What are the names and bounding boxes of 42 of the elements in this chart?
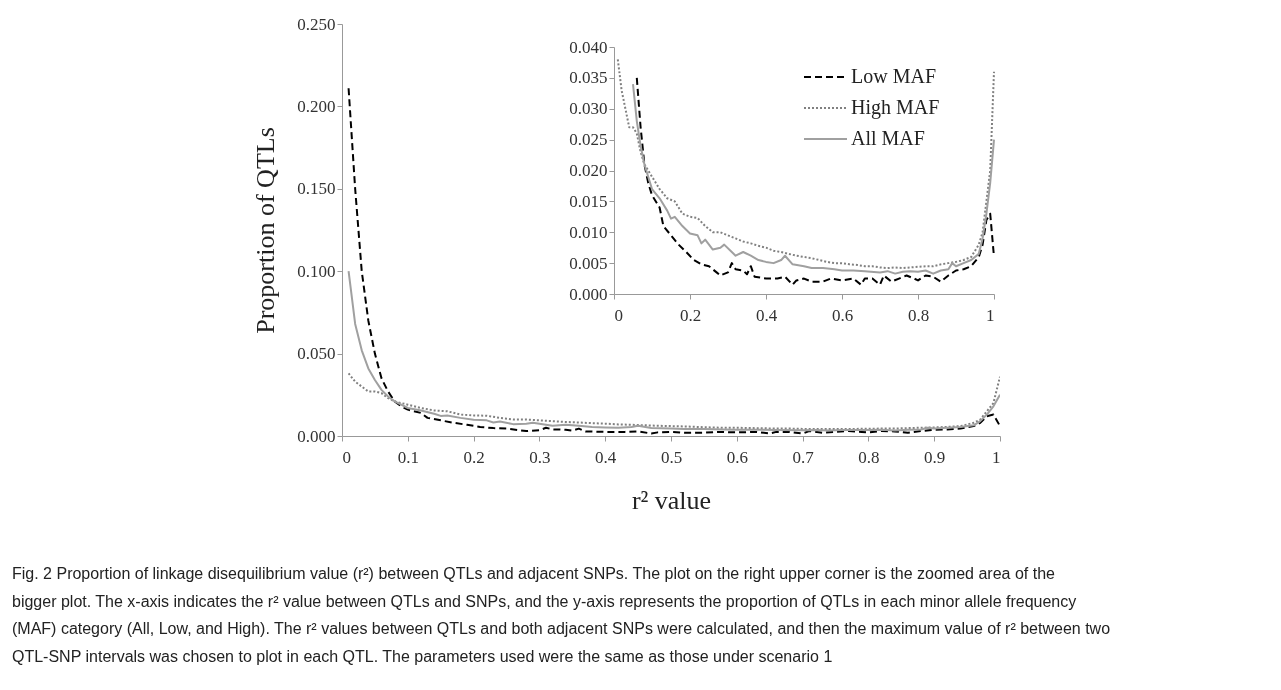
x-tick-label: 0.1 [397,447,419,467]
x-tick-label: 0.8 [907,305,930,325]
line-series [616,58,995,270]
y-tick-label: 0.035 [569,68,608,88]
y-tick-label: 0.040 [569,37,608,57]
x-tick-label: 0.2 [463,447,485,467]
y-tick-label: 0.025 [569,130,608,150]
y-tick-label: 0.020 [569,161,608,180]
line-series [347,270,1000,432]
x-axis-title: r² value [631,485,712,515]
y-tick-label: 0.150 [297,179,336,199]
legend-label: High MAF [851,96,940,119]
x-tick-label: 1 [992,447,1001,467]
y-axis-title: Proportion of QTLs [251,127,281,334]
y-tick-label: 0.000 [297,426,336,446]
caption: Fig. 2 Proportion of linkage disequilibrium value (r²) between QTLs and adjacent SNPs. The plot on the right upper corner is the zoomed area of the bigger plot. The x-axis indicates the r² value between QTLs and SNPs, and the y-axis represents the proportion of QTLs in each minor allele frequency (MAF) category (All, Low, and High). The r² values between QTLs and both adjacent SNPs were calculated, and then the maximum value of r² between two QTL-SNP intervals was chosen to plot in each QTL. The parameters used were the same as those under scenario 1 [12,565,1111,665]
line-series [347,372,1000,431]
y-tick-label: 0.005 [569,253,608,273]
legend-label: All MAF [851,127,925,149]
y-tick-label: 0.010 [569,222,608,242]
x-tick-label: 0.4 [595,447,617,467]
legend-label: Low MAF [851,65,937,87]
x-tick-label: 1 [986,305,995,325]
x-tick-label: 0 [614,305,623,325]
y-tick-label: 0.030 [569,99,608,119]
line-series [347,87,1000,435]
y-tick-label: 0.015 [569,191,608,211]
y-tick-label: 0.200 [297,96,336,116]
x-tick-label: 0.2 [679,305,702,325]
x-tick-label: 0.6 [831,305,854,325]
x-tick-label: 0 [342,447,351,467]
y-tick-label: 0.250 [297,14,336,34]
x-tick-label: 0.4 [755,305,778,325]
x-tick-label: 0.8 [858,447,880,467]
x-tick-label: 0.7 [792,447,815,467]
x-tick-label: 0.6 [726,447,748,467]
y-tick-label: 0.100 [297,261,336,281]
x-tick-label: 0.3 [529,447,551,467]
x-tick-label: 0.5 [660,447,683,467]
x-tick-label: 0.9 [924,447,946,467]
y-tick-label: 0.000 [569,284,608,304]
y-tick-label: 0.050 [297,344,336,364]
